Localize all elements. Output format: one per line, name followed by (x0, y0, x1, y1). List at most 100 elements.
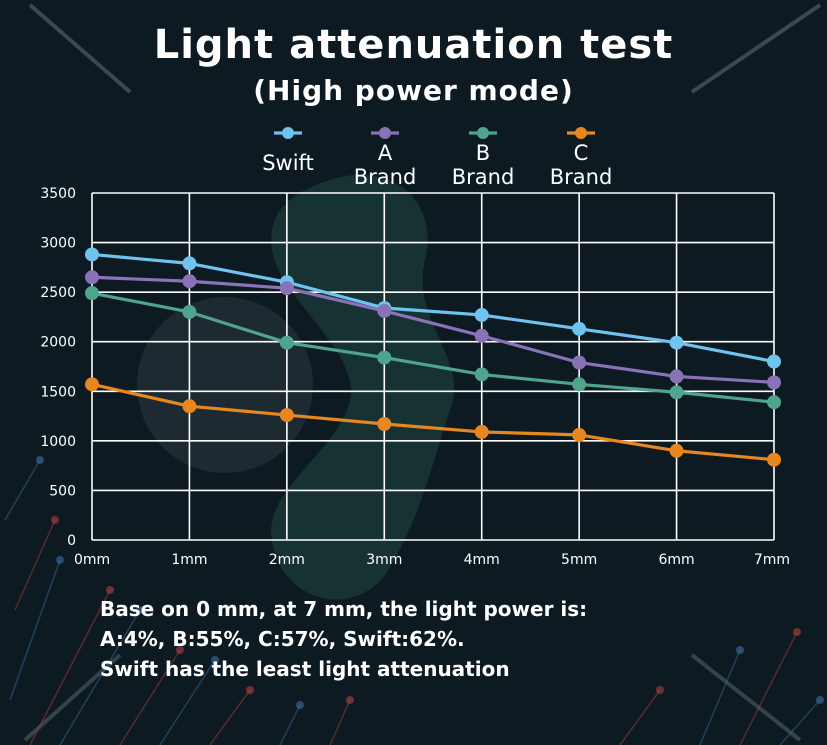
decor-particle-dot (656, 686, 664, 694)
decor-particle-streak (119, 649, 181, 745)
decor-particle-streak (9, 559, 61, 701)
decor-particle-dot (736, 646, 744, 654)
data-point-b-brand (377, 350, 392, 365)
decor-particle-dot (176, 646, 184, 654)
series-line-a-brand (91, 275, 775, 384)
y-tick-label: 1000 (40, 434, 76, 450)
x-tick-label: 5mm (561, 552, 597, 568)
decor-particle-dot (36, 456, 44, 464)
chart-tick-labels: 0 500 1000 1500 2000 2500 3000 3500 0mm 1mm 2mm 3mm… (40, 186, 790, 568)
data-point-b-brand (572, 377, 587, 392)
data-point-c-brand (669, 443, 684, 458)
x-tick-label: 6mm (658, 552, 694, 568)
decor-particle-dot (211, 656, 219, 664)
data-point-b-brand (474, 367, 489, 382)
x-tick-label: 7mm (754, 552, 790, 568)
data-point-c-brand (182, 399, 197, 414)
x-tick-label: 4mm (464, 552, 500, 568)
data-point-b-brand (279, 335, 294, 350)
y-tick-label: 2500 (40, 285, 76, 301)
data-point-swift (182, 256, 197, 271)
chart-series (85, 247, 781, 467)
summary-note-line-3: Swift has the least light attenuation (100, 657, 510, 681)
decor-particle-streak (619, 689, 661, 745)
legend-label-c-brand: Brand (550, 165, 613, 189)
decor-particle-streak (739, 631, 798, 745)
data-point-swift (474, 307, 489, 322)
decor-particle-streak (159, 659, 216, 745)
data-point-c-brand (572, 427, 587, 442)
legend-label-swift: Swift (262, 151, 314, 175)
decor-particle-streak (29, 589, 111, 745)
data-point-swift (767, 354, 781, 369)
data-point-a-brand (377, 303, 392, 318)
data-point-swift (669, 335, 684, 350)
data-point-a-brand (182, 274, 197, 289)
data-point-a-brand (669, 369, 684, 384)
background-glow-shape (271, 174, 455, 600)
legend-label-c-brand: C (574, 141, 589, 165)
y-tick-label: 500 (49, 483, 76, 499)
legend-label-b-brand: B (476, 141, 490, 165)
legend-marker-dot (477, 127, 489, 139)
legend-item-swift: Swift (262, 127, 314, 175)
summary-note: Base on 0 mm, at 7 mm, the light power i… (100, 594, 587, 684)
decor-particle-dot (246, 686, 254, 694)
data-point-swift (85, 247, 99, 262)
data-point-c-brand (279, 408, 294, 423)
series-line-swift (91, 252, 775, 364)
y-tick-label: 2000 (40, 335, 76, 351)
decor-particle-dot (816, 696, 824, 704)
data-point-b-brand (669, 385, 684, 400)
data-point-c-brand (767, 452, 781, 467)
y-tick-label: 3000 (40, 236, 76, 252)
legend-marker-dot (282, 127, 294, 139)
x-tick-label: 2mm (269, 552, 305, 568)
data-point-a-brand (279, 281, 294, 296)
x-tick-label: 0mm (74, 552, 110, 568)
data-point-swift (572, 321, 587, 336)
legend-marker-dot (575, 127, 587, 139)
decor-particle-streak (699, 649, 741, 745)
data-point-a-brand (572, 355, 587, 370)
decor-particle-streak (329, 699, 351, 745)
data-point-c-brand (474, 424, 489, 439)
summary-note-line-2: A:4%, B:55%, C:57%, Swift:62%. (100, 627, 465, 651)
x-tick-label: 3mm (366, 552, 402, 568)
decor-particle-dot (106, 586, 114, 594)
decor-particle-dot (346, 696, 354, 704)
legend-label-a-brand: Brand (354, 165, 417, 189)
decor-particle-streak (209, 689, 251, 745)
y-tick-label: 0 (67, 533, 76, 549)
data-point-b-brand (182, 304, 197, 319)
decor-particle-dot (56, 556, 64, 564)
data-point-a-brand (474, 328, 489, 343)
decor-diagonal-line (28, 3, 132, 94)
decor-diagonal-line (23, 653, 122, 742)
y-tick-label: 3500 (40, 186, 76, 202)
summary-note-line-1: Base on 0 mm, at 7 mm, the light power i… (100, 597, 588, 621)
y-tick-label: 1500 (40, 384, 76, 400)
decor-particle-dot (793, 628, 801, 636)
chart-title: Light attenuation test (153, 22, 674, 68)
series-line-c-brand (91, 382, 775, 462)
data-point-c-brand (85, 377, 99, 392)
data-point-b-brand (767, 395, 781, 410)
data-point-b-brand (85, 286, 99, 301)
decor-particle-streak (779, 699, 821, 745)
decor-particle-streak (279, 704, 301, 745)
legend-label-a-brand: A (378, 141, 393, 165)
data-point-c-brand (377, 417, 392, 432)
series-line-b-brand (91, 291, 775, 404)
data-point-a-brand (85, 270, 99, 285)
decor-particle-dot (51, 516, 59, 524)
decor-diagonal-line (690, 653, 802, 742)
data-point-a-brand (767, 375, 781, 390)
legend-label-b-brand: Brand (452, 165, 515, 189)
decor-diagonal-line (690, 3, 822, 94)
decor-particle-streak (14, 519, 56, 611)
